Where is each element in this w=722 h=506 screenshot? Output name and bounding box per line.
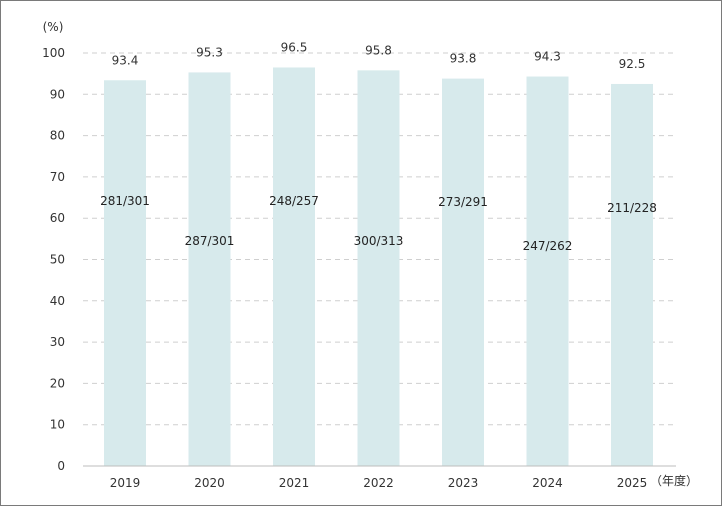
y-tick-label: 60	[50, 211, 65, 225]
y-tick-label: 50	[50, 253, 65, 267]
y-tick-label: 0	[57, 459, 65, 473]
bar-ratio-label: 247/262	[523, 239, 573, 253]
bar	[273, 67, 315, 466]
x-axis-ticks: 2019 2020 2021 2022 2023 2024 2025	[110, 476, 648, 490]
bar	[442, 78, 484, 466]
bar-value-label: 92.5	[619, 57, 646, 71]
y-axis-unit-label: (%)	[43, 20, 64, 34]
y-tick-label: 70	[50, 170, 65, 184]
bar	[357, 70, 400, 466]
x-tick-label: 2021	[279, 476, 310, 490]
y-tick-label: 100	[42, 46, 65, 60]
bar-value-label: 96.5	[281, 40, 308, 54]
bar-ratio-label: 281/301	[100, 194, 150, 208]
y-tick-label: 20	[50, 376, 65, 390]
x-tick-label: 2019	[110, 476, 141, 490]
bar-ratio-label: 248/257	[269, 194, 319, 208]
x-tick-label: 2022	[363, 476, 394, 490]
y-axis-ticks: 0 10 20 30 40 50 60 70 80 90 100	[42, 46, 65, 473]
bar	[188, 72, 231, 466]
bar-value-label: 95.8	[365, 43, 392, 57]
y-tick-label: 10	[50, 418, 65, 432]
bar	[526, 76, 569, 466]
bar-ratio-label: 300/313	[354, 234, 404, 248]
x-tick-label: 2024	[532, 476, 563, 490]
x-axis-unit-label: （年度）	[650, 473, 698, 488]
x-tick-label: 2023	[448, 476, 479, 490]
x-tick-label: 2020	[194, 476, 225, 490]
y-tick-label: 80	[50, 129, 65, 143]
bars: 93.4 281/301 95.3 287/301 96.5 248/257 95.8 300…	[100, 40, 657, 467]
bar-value-label: 95.3	[196, 45, 223, 59]
y-tick-label: 40	[50, 294, 65, 308]
y-tick-label: 90	[50, 87, 65, 101]
bar-value-label: 93.8	[450, 52, 477, 66]
y-tick-label: 30	[50, 335, 65, 349]
bar-value-label: 93.4	[112, 53, 139, 67]
bar-value-label: 94.3	[534, 50, 561, 64]
bar	[611, 83, 653, 466]
bar-ratio-label: 287/301	[185, 234, 235, 248]
bar-ratio-label: 211/228	[607, 201, 657, 215]
bar	[104, 80, 146, 467]
bar-ratio-label: 273/291	[438, 195, 488, 209]
x-tick-label: 2025	[617, 476, 648, 490]
